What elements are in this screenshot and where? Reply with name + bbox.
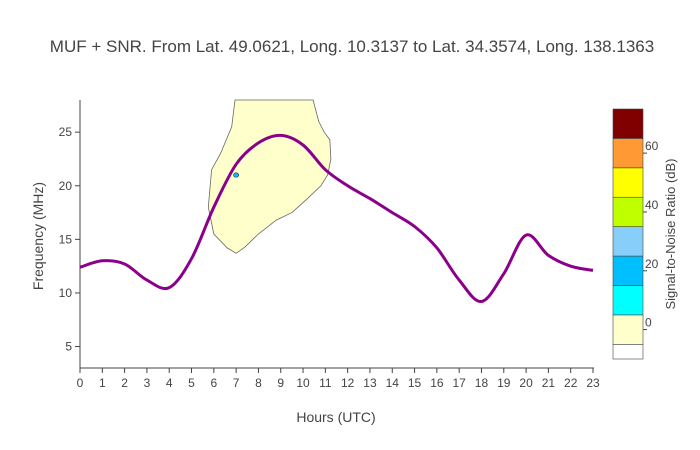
colorbar-segment bbox=[612, 167, 644, 198]
x-tick-label: 13 bbox=[363, 376, 377, 390]
x-tick-label: 4 bbox=[166, 376, 173, 390]
colorbar-tick-label: 0 bbox=[645, 316, 652, 330]
x-tick-label: 20 bbox=[519, 376, 533, 390]
x-tick-label: 5 bbox=[188, 376, 195, 390]
y-tick-label: 10 bbox=[59, 286, 73, 300]
colorbar-segment bbox=[612, 285, 644, 316]
x-tick-label: 0 bbox=[77, 376, 84, 390]
x-tick-label: 7 bbox=[233, 376, 240, 390]
chart-title: MUF + SNR. From Lat. 49.0621, Long. 10.3… bbox=[50, 37, 654, 56]
colorbar-tick-label: 20 bbox=[645, 257, 659, 271]
colorbar: 0 20 40 60 bbox=[612, 108, 659, 360]
x-tick-label: 22 bbox=[564, 376, 578, 390]
x-axis-title: Hours (UTC) bbox=[296, 409, 375, 425]
snr-spot bbox=[233, 172, 240, 178]
plot-area bbox=[79, 99, 594, 369]
colorbar-tick-label: 40 bbox=[645, 198, 659, 212]
x-tick-label: 17 bbox=[452, 376, 466, 390]
colorbar-tick-label: 60 bbox=[645, 139, 659, 153]
y-tick-label: 20 bbox=[59, 179, 73, 193]
x-tick-label: 3 bbox=[144, 376, 151, 390]
y-tick-label: 15 bbox=[59, 232, 73, 246]
x-tick-label: 19 bbox=[497, 376, 511, 390]
x-tick-label: 8 bbox=[255, 376, 262, 390]
x-tick-label: 21 bbox=[542, 376, 556, 390]
x-tick-label: 12 bbox=[341, 376, 355, 390]
snr-region bbox=[207, 99, 332, 254]
x-tick-label: 1 bbox=[99, 376, 106, 390]
y-tick-label: 5 bbox=[65, 340, 72, 354]
x-tick-label: 9 bbox=[277, 376, 284, 390]
colorbar-segment bbox=[612, 108, 644, 139]
x-tick-label: 15 bbox=[408, 376, 422, 390]
y-tick-label: 25 bbox=[59, 125, 73, 139]
colorbar-title: Signal-to-Noise Ratio (dB) bbox=[663, 158, 678, 309]
x-axis: 0 1 2 3 4 5 6 7 8 9 10 11 12 13 14 15 16 17 18 19 20 21 22 23 bbox=[77, 368, 600, 390]
x-tick-label: 16 bbox=[430, 376, 444, 390]
x-tick-label: 23 bbox=[586, 376, 600, 390]
y-axis-title: Frequency (MHz) bbox=[30, 182, 46, 290]
colorbar-segment bbox=[612, 138, 644, 169]
x-tick-label: 6 bbox=[210, 376, 217, 390]
colorbar-segment bbox=[612, 314, 644, 345]
colorbar-segment bbox=[612, 196, 644, 227]
x-tick-label: 18 bbox=[475, 376, 489, 390]
colorbar-segment bbox=[612, 226, 644, 257]
muf-line bbox=[79, 133, 594, 303]
colorbar-segment bbox=[612, 255, 644, 286]
colorbar-segment bbox=[612, 343, 644, 360]
y-axis: 5 10 15 20 25 bbox=[59, 125, 80, 354]
x-tick-label: 14 bbox=[386, 376, 400, 390]
x-tick-label: 11 bbox=[319, 376, 332, 390]
x-tick-label: 2 bbox=[121, 376, 128, 390]
x-tick-label: 10 bbox=[296, 376, 310, 390]
